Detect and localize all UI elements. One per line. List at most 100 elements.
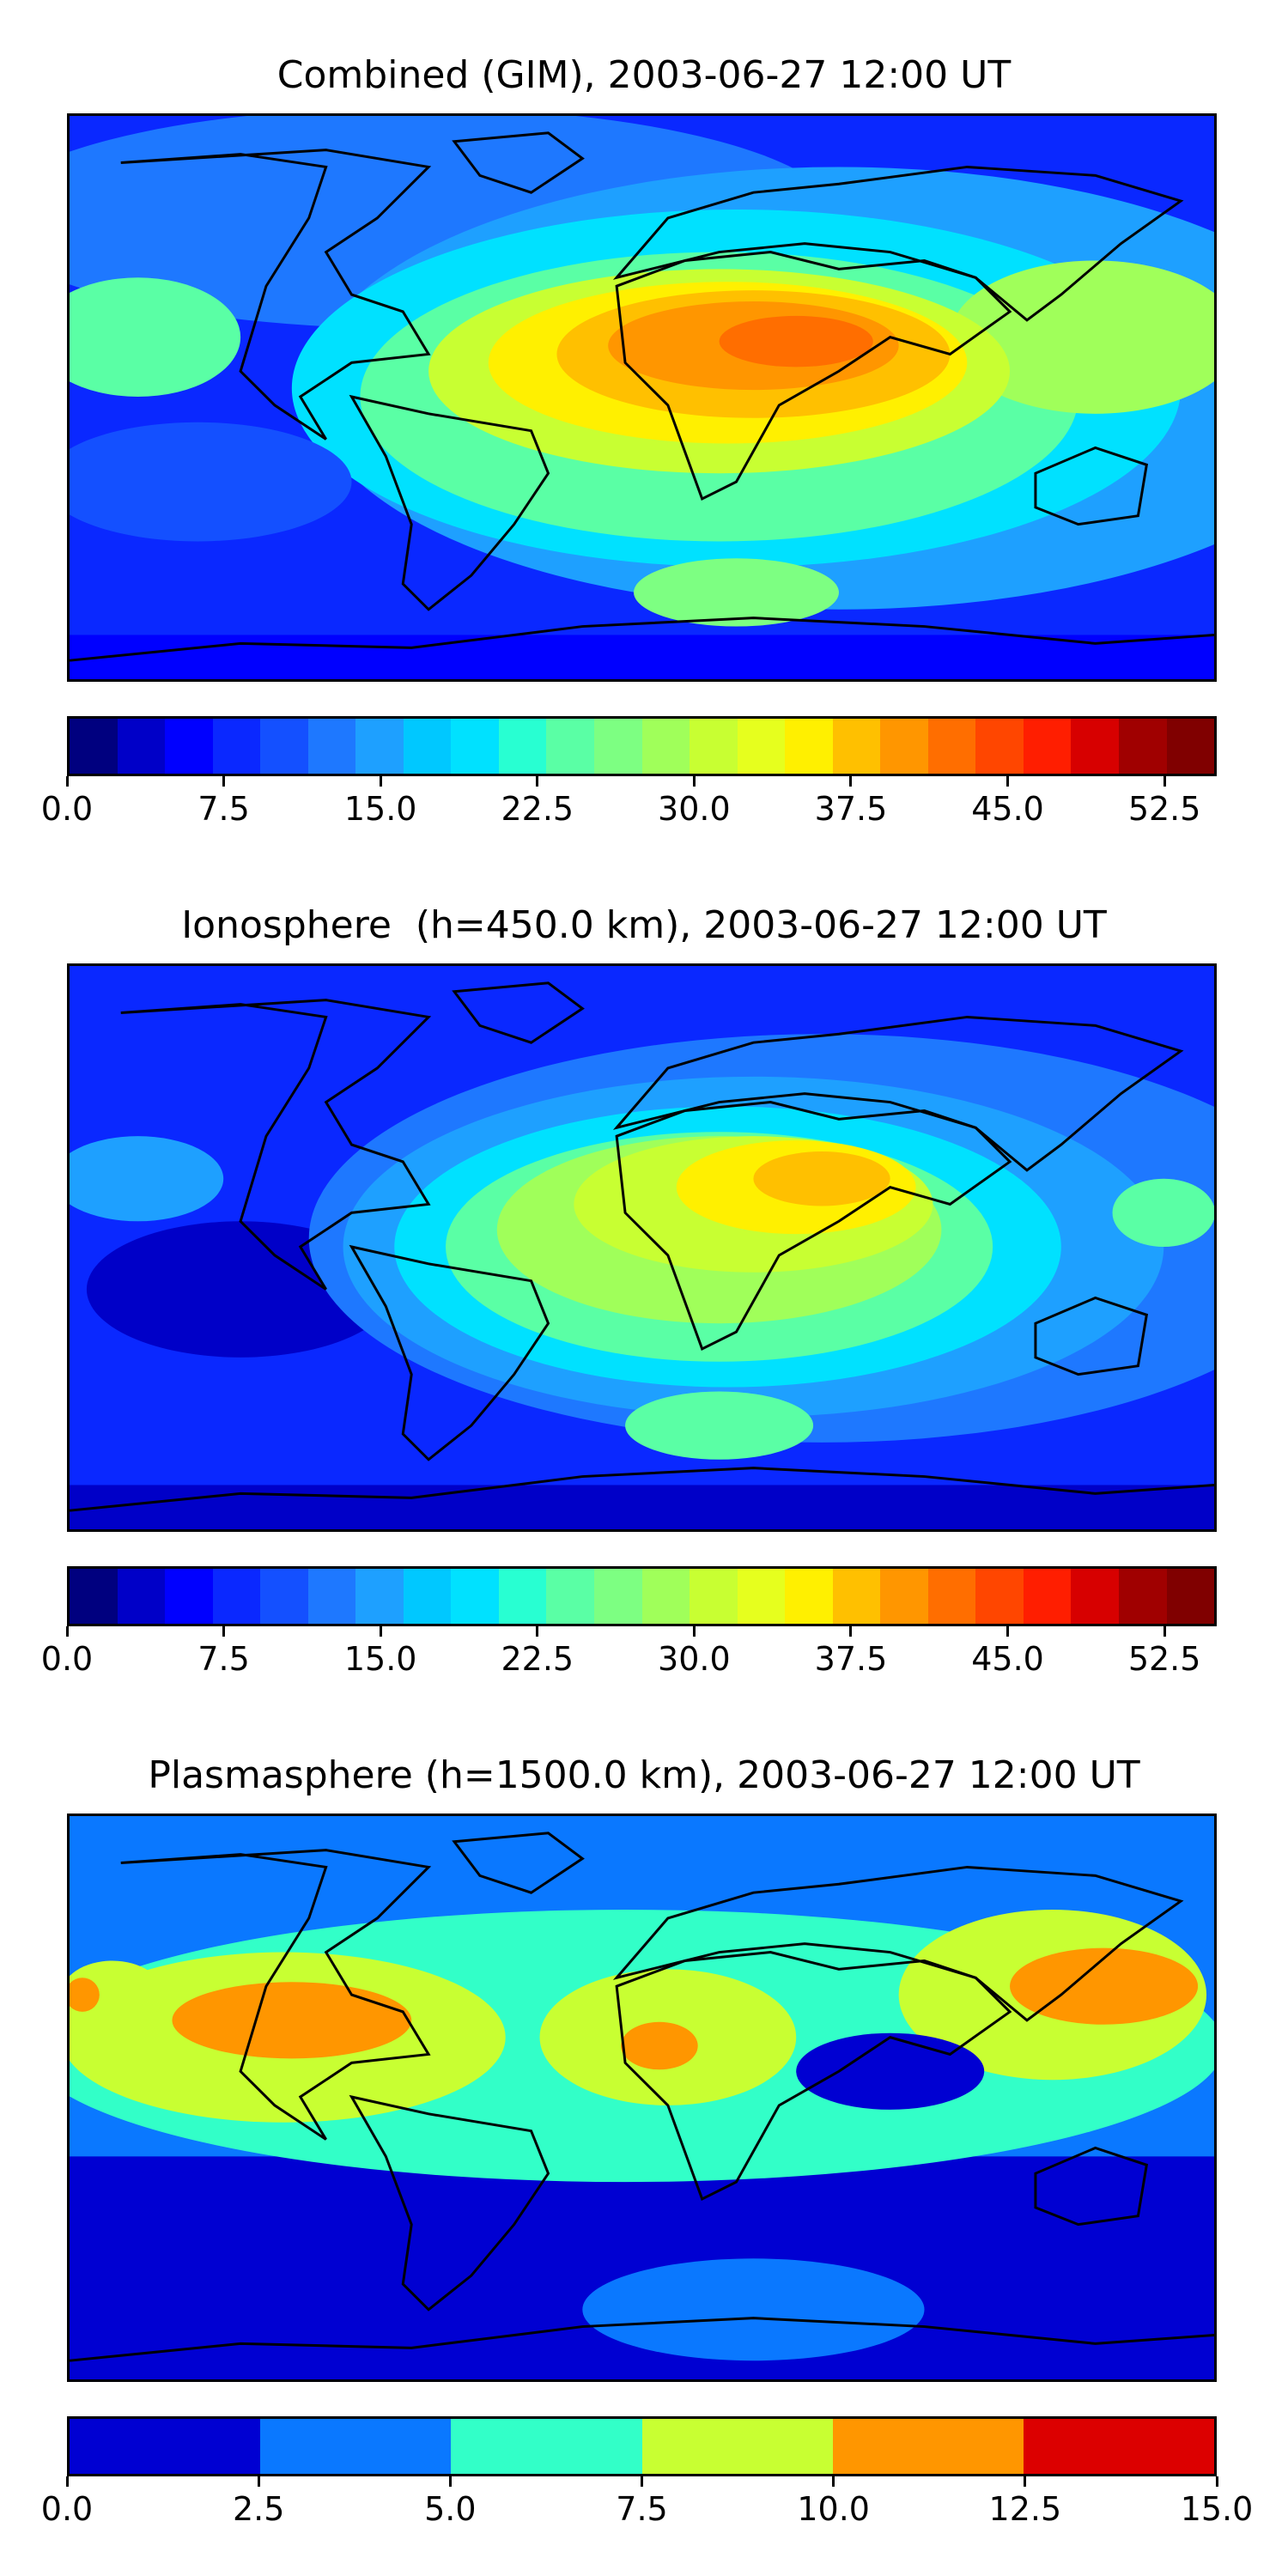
colorbar-tick-mark (1163, 776, 1166, 787)
colorbar-cell (880, 719, 928, 774)
colorbar-ionosphere (67, 1566, 1217, 1626)
colorbar-cell (260, 2419, 452, 2474)
colorbar-cell (451, 1569, 499, 1624)
colorbar-tick-label: 0.0 (40, 790, 94, 828)
colorbar-cell (594, 1569, 642, 1624)
map-title-combined: Combined (GIM), 2003-06-27 12:00 UT (276, 53, 1012, 97)
colorbar-tick-label: 45.0 (971, 1640, 1044, 1678)
colorbar-tick-mark (641, 2476, 643, 2487)
colorbar-tick-mark (1006, 1626, 1010, 1637)
colorbar-cell (641, 1569, 690, 1624)
colorbar-cell (307, 1569, 356, 1624)
colorbar-cell (403, 1569, 452, 1624)
colorbar-cell (832, 1569, 881, 1624)
colorbar-tick-mark (536, 1626, 539, 1637)
colorbar-ticks-ionosphere: 0.0 7.5 15.0 22.5 30.0 37.5 45.0 52.5 (41, 1626, 1217, 1678)
colorbar-tick-label: 10.0 (797, 2490, 870, 2528)
colorbar-cell (1166, 719, 1215, 774)
colorbar-cell (1071, 1569, 1120, 1624)
colorbar-cell (117, 1569, 166, 1624)
colorbar-cell (975, 1569, 1024, 1624)
colorbar-tick-mark (65, 1626, 69, 1637)
colorbar-plasmasphere (67, 2416, 1217, 2476)
colorbar-tick-mark (379, 776, 382, 787)
colorbar-cell (498, 719, 547, 774)
colorbar-tick-label: 52.5 (1127, 1640, 1201, 1678)
colorbar-cell (70, 719, 118, 774)
colorbar-tick-mark (832, 2476, 835, 2487)
colorbar-cell (498, 1569, 547, 1624)
colorbar-tick-mark (65, 776, 69, 787)
colorbar-cell (165, 1569, 213, 1624)
colorbar-cell (355, 719, 404, 774)
colorbar-tick-label: 45.0 (971, 790, 1044, 828)
colorbar-tick-mark (379, 1626, 382, 1637)
colorbar-cell (737, 719, 786, 774)
colorbar-cell (260, 719, 308, 774)
colorbar-tick-mark (536, 776, 539, 787)
colorbar-tick-mark (257, 2476, 260, 2487)
colorbar-cell (927, 719, 976, 774)
colorbar-tick-label: 2.5 (232, 2490, 285, 2528)
colorbar-cell (1023, 2419, 1215, 2474)
colorbar-tick-label: 15.0 (343, 1640, 417, 1678)
colorbar-tick-label: 52.5 (1127, 790, 1201, 828)
colorbar-cell (70, 1569, 118, 1624)
colorbar-cell (832, 719, 881, 774)
colorbar-cell (737, 1569, 786, 1624)
colorbar-tick-label: 30.0 (658, 790, 731, 828)
colorbar-tick-label: 7.5 (197, 790, 250, 828)
colorbar-cell (403, 719, 452, 774)
colorbar-tick-label: 15.0 (343, 790, 417, 828)
colorbar-cell (260, 1569, 308, 1624)
colorbar-cell (690, 1569, 738, 1624)
colorbar-tick-mark (65, 2476, 69, 2487)
colorbar-tick-mark (1215, 2476, 1218, 2487)
colorbar-cell (212, 1569, 261, 1624)
colorbar-cell (165, 719, 213, 774)
colorbar-cell (785, 1569, 833, 1624)
map-ionosphere (67, 963, 1217, 1532)
colorbar-tick-mark (692, 776, 696, 787)
colorbar-tick-label: 37.5 (814, 1640, 888, 1678)
colorbar-cell (307, 719, 356, 774)
colorbar-cell (1023, 719, 1072, 774)
colorbar-ticks-plasmasphere: 0.0 2.5 5.0 7.5 10.0 12.5 15.0 (41, 2476, 1253, 2528)
colorbar-cell (212, 719, 261, 774)
colorbar-cell (117, 719, 166, 774)
map-combined-gim (67, 113, 1217, 682)
colorbar-tick-label: 37.5 (814, 790, 888, 828)
colorbar-tick-label: 7.5 (197, 1640, 250, 1678)
colorbar-cell (546, 719, 595, 774)
colorbar-tick-mark (849, 1626, 853, 1637)
colorbar-cell (451, 2419, 642, 2474)
map-title-ionosphere: Ionosphere (h=450.0 km), 2003-06-27 12:0… (181, 903, 1107, 947)
colorbar-cell (785, 719, 833, 774)
colorbar-cell (690, 719, 738, 774)
colorbar-tick-mark (448, 2476, 452, 2487)
colorbar-tick-mark (222, 776, 226, 787)
colorbar-tick-label: 5.0 (424, 2490, 477, 2528)
colorbar-tick-mark (1006, 776, 1010, 787)
colorbar-cell (70, 2419, 261, 2474)
colorbar-cell (832, 2419, 1024, 2474)
colorbar-cell (451, 719, 499, 774)
colorbar-cell (1023, 1569, 1072, 1624)
colorbar-tick-mark (1163, 1626, 1166, 1637)
colorbar-tick-label: 7.5 (616, 2490, 668, 2528)
colorbar-tick-label: 30.0 (658, 1640, 731, 1678)
colorbar-cell (975, 719, 1024, 774)
map-title-plasmasphere: Plasmasphere (h=1500.0 km), 2003-06-27 1… (148, 1753, 1140, 1797)
colorbar-cell (641, 2419, 833, 2474)
colorbar-cell (641, 719, 690, 774)
colorbar-tick-mark (222, 1626, 226, 1637)
colorbar-cell (355, 1569, 404, 1624)
colorbar-tick-label: 15.0 (1180, 2490, 1254, 2528)
colorbar-tick-label: 22.5 (501, 790, 574, 828)
colorbar-tick-label: 12.5 (988, 2490, 1062, 2528)
colorbar-tick-label: 0.0 (40, 1640, 94, 1678)
colorbar-tick-mark (849, 776, 853, 787)
colorbar-cell (546, 1569, 595, 1624)
colorbar-cell (880, 1569, 928, 1624)
colorbar-tick-label: 0.0 (40, 2490, 94, 2528)
